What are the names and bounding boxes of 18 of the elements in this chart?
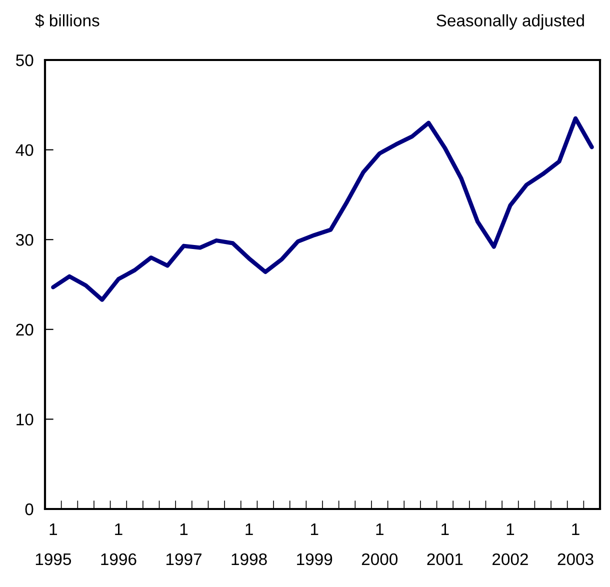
x-tick-label: 1 2000 <box>362 524 398 566</box>
x-tick-label: 1 1995 <box>36 524 72 566</box>
line-series <box>51 116 594 302</box>
y-tick-label: 40 <box>16 144 34 156</box>
y-tick-label: 20 <box>16 324 34 336</box>
y-tick-label: 50 <box>16 54 34 66</box>
x-tick-label: 1 1998 <box>232 524 267 566</box>
x-tick-label: 1 2003 <box>558 524 594 566</box>
x-tick-label: 1 1999 <box>297 524 332 566</box>
text: $ billions <box>35 14 100 28</box>
x-tick-label: 1 2002 <box>492 524 528 566</box>
x-tick-label: 1 1997 <box>166 524 202 566</box>
x-tick-label: 1 1996 <box>101 524 136 566</box>
y-tick-label: 30 <box>16 234 34 246</box>
text: Seasonally adjusted <box>436 14 584 30</box>
x-tick-label: 1 2001 <box>427 524 463 566</box>
y-tick-label: 0 <box>25 503 34 516</box>
y-tick-label: 10 <box>16 414 34 426</box>
